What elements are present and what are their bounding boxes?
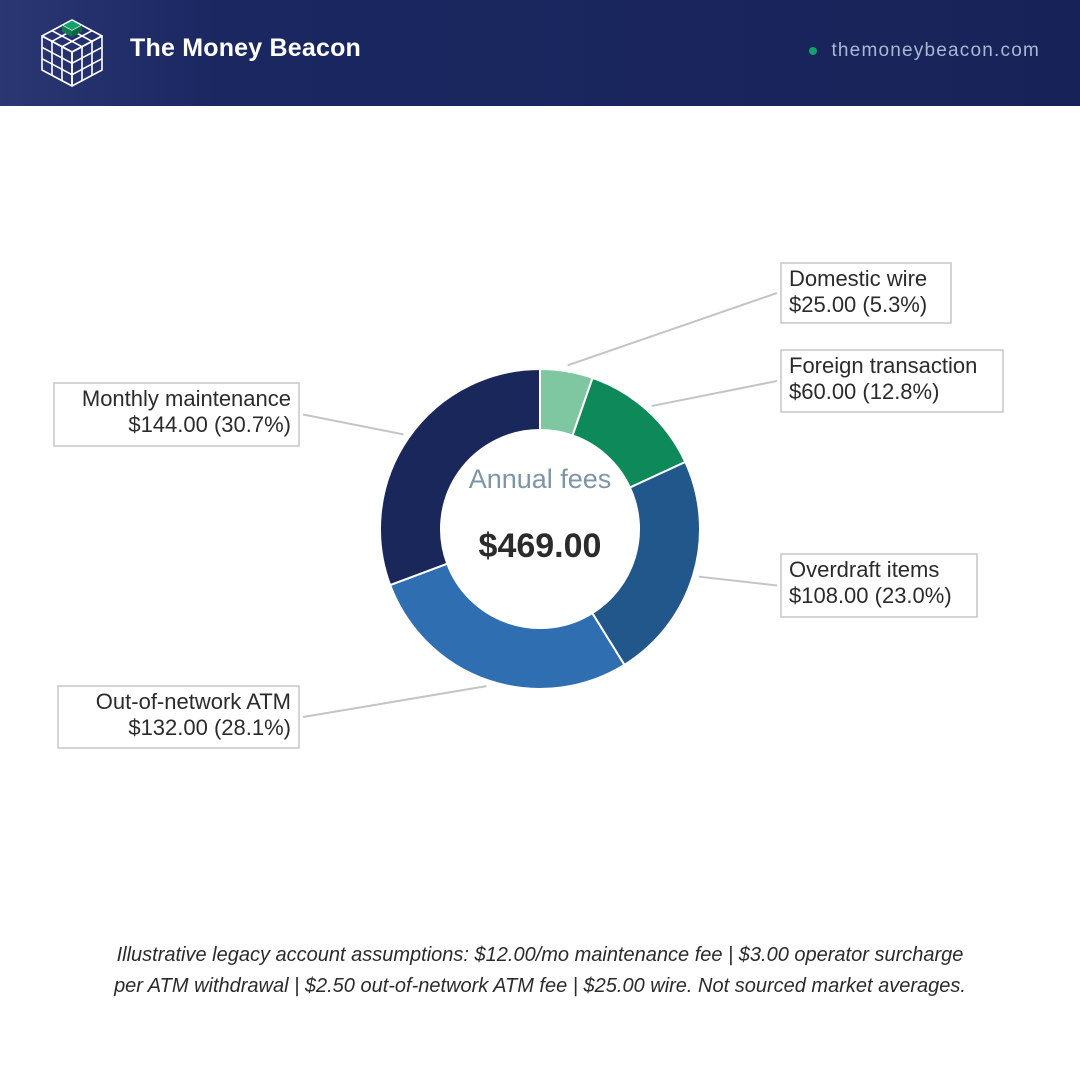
slice-labels: Domestic wire$25.00 (5.3%) Foreign transa…	[53, 262, 1004, 749]
leader-line	[651, 380, 778, 408]
leader-line	[302, 685, 487, 718]
slice-label-box	[57, 685, 300, 749]
donut-center-title: Annual fees	[469, 464, 612, 494]
slice-label-box	[53, 382, 300, 447]
brand-name: The Money Beacon	[130, 34, 362, 62]
slice-label-box	[780, 553, 978, 618]
slice-label-value: $132.00 (28.1%)	[128, 715, 291, 740]
cube-grid-icon	[41, 19, 103, 87]
slice-label-value: $25.00 (5.3%)	[789, 292, 927, 317]
slice-label-value: $108.00 (23.0%)	[789, 583, 952, 608]
donut-slice	[388, 562, 626, 690]
footnote: Illustrative legacy account assumptions:…	[40, 940, 1040, 1002]
site-url-text: themoneybeacon.com	[831, 40, 1040, 61]
leader-line	[698, 575, 778, 587]
donut-slice	[379, 367, 541, 587]
status-dot-icon	[809, 47, 818, 55]
footnote-line-1: Illustrative legacy account assumptions:…	[116, 944, 964, 966]
slice-label-box	[780, 349, 1004, 413]
site-url-link[interactable]: themoneybeacon.com	[809, 40, 1040, 62]
header-bar: The Money Beacon themoneybeacon.com	[0, 0, 1080, 106]
slice-label-name: Monthly maintenance	[82, 386, 291, 411]
donut-chart: Domestic wire$25.00 (5.3%) Foreign transa…	[53, 262, 1004, 749]
footnote-line-2: per ATM withdrawal | $2.50 out-of-networ…	[114, 975, 966, 997]
slice-label-name: Foreign transaction	[789, 353, 977, 378]
slice-label-value: $60.00 (12.8%)	[789, 379, 939, 404]
donut-slices	[379, 367, 701, 690]
leader-line	[302, 413, 404, 436]
slice-label-name: Overdraft items	[789, 557, 939, 582]
slice-label-value: $144.00 (30.7%)	[128, 412, 291, 437]
slice-label-name: Domestic wire	[789, 266, 927, 291]
donut-center-total: $469.00	[479, 527, 602, 565]
leader-line	[567, 292, 778, 367]
slice-label-box	[780, 262, 952, 324]
slice-label-name: Out-of-network ATM	[96, 689, 291, 714]
